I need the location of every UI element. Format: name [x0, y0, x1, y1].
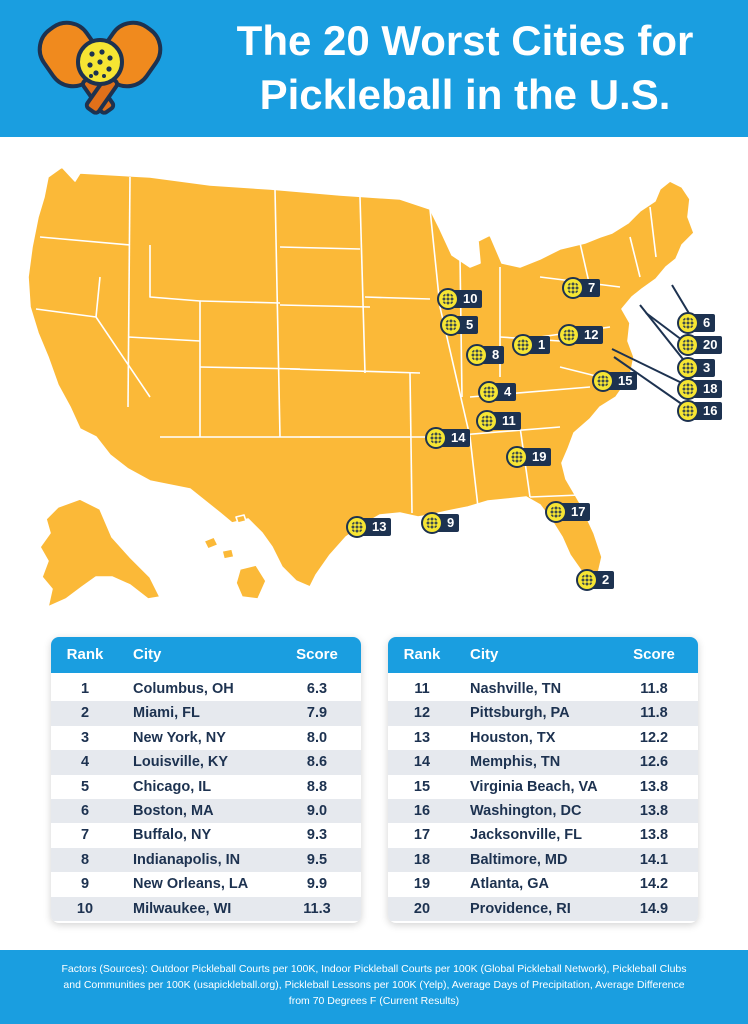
city-header: City [470, 646, 499, 663]
map-pin-3[interactable]: 3 [677, 357, 716, 379]
title-line-1: The 20 Worst Cities for [236, 17, 694, 64]
table-row: 4 Louisville, KY 8.6 [51, 750, 361, 775]
state-borders [35, 176, 657, 514]
map-pin-17[interactable]: 17 [545, 501, 591, 523]
table-header: Rank City Score [51, 637, 361, 673]
us-map: 1 2 3 4 5 6 7 8 9 10 11 12 13 14 15 16 1… [0, 137, 748, 627]
rankings-table-right: Rank City Score 11 Nashville, TN 11.8 12 Pi… [388, 637, 698, 923]
title-line-2: Pickleball in the U.S. [259, 71, 671, 118]
map-pin-5[interactable]: 5 [440, 314, 479, 336]
table-row: 18 Baltimore, MD 14.1 [388, 847, 698, 873]
map-pin-2[interactable]: 2 [576, 569, 615, 591]
table-row: 20 Providence, RI 14.9 [388, 896, 698, 921]
map-pin-16[interactable]: 16 [677, 400, 723, 422]
alaska-shape [39, 498, 161, 608]
table-row: 2 Miami, FL 7.9 [51, 701, 361, 726]
map-pin-7[interactable]: 7 [562, 277, 601, 299]
map-pin-11[interactable]: 11 [476, 410, 521, 432]
table-row: 17 Jacksonville, FL 13.8 [413, 827, 669, 844]
rank-header: Rank [66, 646, 104, 663]
table-row: 9 New Orleans, LA 9.9 [80, 876, 328, 893]
sources-footer: Factors (Sources): Outdoor Pickleball Co… [0, 950, 748, 1024]
table-header: Rank City Score [388, 637, 698, 673]
map-pin-1[interactable]: 1 [512, 334, 551, 356]
pickleball-paddles-icon [37, 20, 163, 115]
table-row: 12 Pittsburgh, PA 11.8 [388, 701, 698, 726]
table-row: 19 Atlanta, GA 14.2 [413, 876, 669, 893]
map-pin-15[interactable]: 15 [592, 370, 638, 392]
table-row: 16 Washington, DC 13.8 [388, 798, 698, 824]
map-pin-4[interactable]: 4 [478, 381, 517, 403]
table-row: 8 Indianapolis, IN 9.5 [51, 847, 361, 873]
page-title: The 20 Worst Cities for Pickleball in th… [190, 14, 740, 122]
map-pin-20[interactable]: 20 [677, 334, 723, 356]
map-pin-6[interactable]: 6 [677, 312, 716, 334]
table-row: 13 Houston, TX 12.2 [413, 729, 669, 746]
map-pin-8[interactable]: 8 [466, 344, 505, 366]
us-states-shape [27, 166, 695, 608]
rank-header: Rank [403, 646, 441, 663]
table-row: 1 Columbus, OH 6.3 [80, 681, 328, 697]
table-row: 10 Milwaukee, WI 11.3 [51, 896, 361, 921]
table-row: 5 Chicago, IL 8.8 [80, 778, 328, 795]
map-pin-18[interactable]: 18 [677, 378, 723, 400]
city-header: City [133, 646, 162, 663]
score-header: Score [633, 646, 675, 663]
header-banner: The 20 Worst Cities for Pickleball in th… [0, 0, 748, 137]
table-row: 3 New York, NY 8.0 [80, 729, 328, 746]
rankings-table-left: Rank City Score 1 Columbus, OH 6.3 2 Miami,… [51, 637, 361, 923]
map-pin-13[interactable]: 13 [346, 516, 392, 538]
map-pin-14[interactable]: 14 [425, 427, 471, 449]
map-pin-10[interactable]: 10 [437, 288, 483, 310]
hawaii-shape [203, 514, 267, 600]
table-row: 7 Buffalo, NY 9.3 [80, 827, 328, 844]
score-header: Score [296, 646, 338, 663]
table-row: 6 Boston, MA 9.0 [51, 798, 361, 824]
map-pin-12[interactable]: 12 [558, 324, 604, 346]
table-row: 11 Nashville, TN 11.8 [414, 681, 668, 697]
map-pin-19[interactable]: 19 [506, 446, 552, 468]
sources-text: Factors (Sources): Outdoor Pickleball Co… [61, 963, 687, 1007]
table-row: 15 Virginia Beach, VA 13.8 [413, 778, 669, 795]
map-pin-9[interactable]: 9 [421, 512, 460, 534]
table-row: 14 Memphis, TN 12.6 [388, 750, 698, 775]
